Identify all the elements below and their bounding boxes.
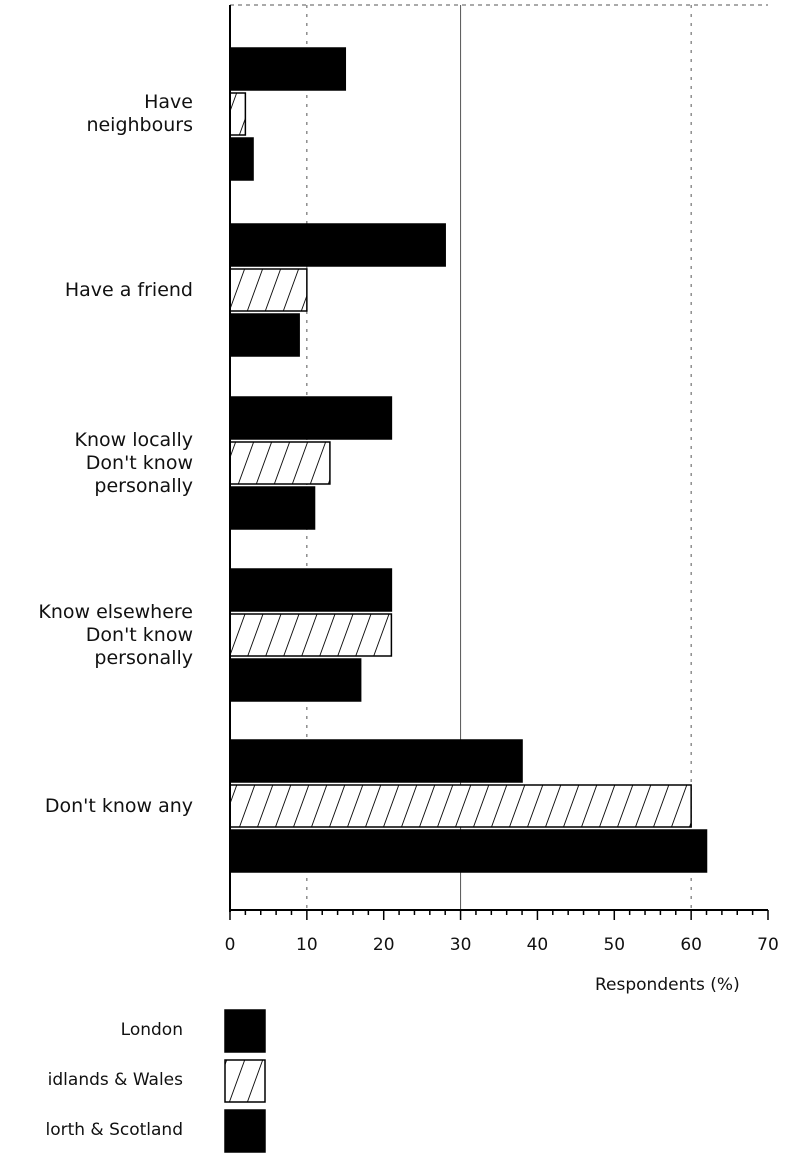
bar-london [229,396,393,440]
legend-swatch [224,1109,266,1153]
x-tick-label: 50 [603,935,625,955]
bar-north-scotland [229,829,708,873]
bar-london [229,47,347,91]
bar-midlands-wales [229,92,247,136]
bar-london [229,568,393,612]
x-tick-label: 0 [225,935,236,955]
x-ticks-group: 0 10 20 30 40 50 60 70 [225,910,779,955]
bars-group [229,47,708,873]
axes-group [229,5,768,912]
legend-swatches [224,1009,266,1153]
x-tick-label: 10 [296,935,318,955]
legend-label: idlands & Wales [47,1070,183,1090]
bar-midlands-wales [229,268,308,312]
x-tick-label: 70 [757,935,779,955]
legend-swatch [224,1009,266,1053]
bar-north-scotland [229,137,254,181]
x-tick-label: 40 [527,935,549,955]
bar-north-scotland [229,313,300,357]
category-label: Have a friend [64,278,193,301]
legend-label: lorth & Scotland [45,1120,183,1140]
x-tick-label: 20 [373,935,395,955]
bar-london [229,223,446,267]
x-tick-label: 60 [680,935,702,955]
bar-london [229,739,523,783]
bar-north-scotland [229,658,362,702]
bar-midlands-wales [229,613,393,657]
bar-midlands-wales [229,441,331,485]
category-label: Know locally Don't know personally [74,428,194,497]
x-axis-title: Respondents (%) [595,975,740,995]
bar-north-scotland [229,486,316,530]
category-label: Have neighbours [86,91,193,136]
category-label: Know elsewhere Don't know personally [38,600,193,669]
x-tick-label: 30 [450,935,472,955]
bar-midlands-wales [229,784,692,828]
legend-label: London [120,1020,183,1040]
legend-swatch [224,1059,266,1103]
category-label: Don't know any [44,794,193,817]
